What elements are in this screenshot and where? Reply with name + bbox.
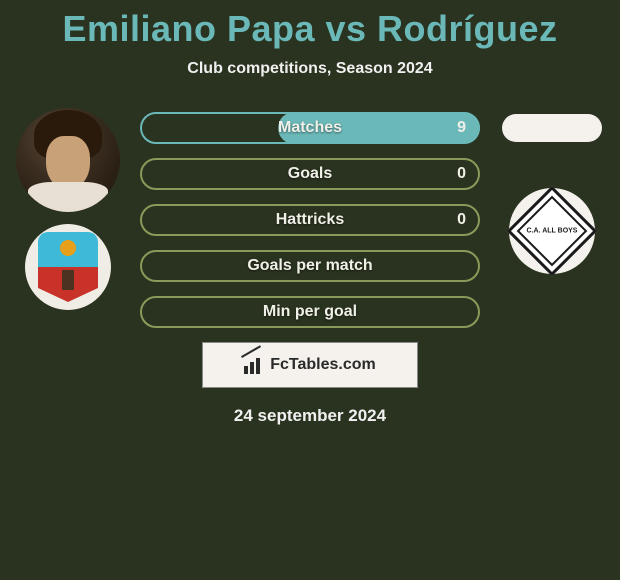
stat-label: Hattricks (276, 211, 344, 229)
chart-icon (244, 356, 266, 374)
page-title: Emiliano Papa vs Rodríguez (0, 0, 620, 50)
stat-pill: Goals per match (140, 250, 480, 282)
stat-pill: Matches 9 (140, 112, 480, 144)
comparison-row: C.A. ALL BOYS Matches9Goals0Hattricks0Go… (0, 108, 620, 328)
footer-date: 24 september 2024 (0, 406, 620, 426)
brand-text: FcTables.com (270, 356, 376, 374)
right-club-badge: C.A. ALL BOYS (509, 188, 595, 274)
allboys-shield-icon: C.A. ALL BOYS (507, 186, 598, 277)
right-player-pill (502, 114, 602, 142)
stat-pill: Hattricks 0 (140, 204, 480, 236)
brand-box: FcTables.com (202, 342, 418, 388)
stat-label: Goals (288, 165, 332, 183)
stat-value-right: 9 (457, 119, 466, 137)
stat-label: Min per goal (263, 303, 357, 321)
stat-label: Goals per match (247, 257, 372, 275)
stat-value-right: 0 (457, 211, 466, 229)
stats-list: Matches 9 Goals 0 Hattricks 0 Goals per match M… (140, 108, 480, 328)
stat-pill: Goals 0 (140, 158, 480, 190)
left-club-badge (25, 224, 111, 310)
page-subtitle: Club competitions, Season 2024 (0, 60, 620, 78)
left-player-column (8, 108, 128, 310)
right-player-column: C.A. ALL BOYS (492, 108, 612, 274)
stat-pill: Min per goal (140, 296, 480, 328)
arsenal-shield-icon (38, 232, 98, 302)
stat-label: Matches (278, 119, 342, 137)
allboys-shield-text: C.A. ALL BOYS (527, 228, 578, 235)
left-player-avatar (16, 108, 120, 212)
stat-value-right: 0 (457, 165, 466, 183)
